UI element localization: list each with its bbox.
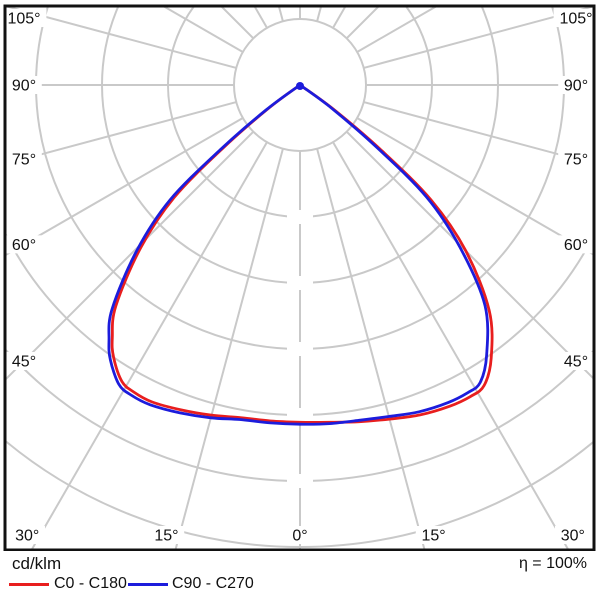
angle-label-bg (558, 352, 594, 370)
angle-label-bg (558, 149, 594, 168)
angle-tick-label: 45° (564, 354, 588, 371)
grid-radial-line (6, 101, 237, 165)
grid-radial-line (6, 7, 237, 69)
angle-label-bg (6, 76, 42, 94)
angle-tick-label: 45° (12, 354, 36, 371)
angle-tick-label: 75° (564, 151, 588, 168)
angle-tick-label: 90° (564, 78, 588, 95)
angle-label-bg (148, 526, 185, 544)
series-swatch-c0-c180 (9, 583, 49, 586)
ring-label-gap (287, 276, 313, 290)
ring-label-gap (287, 408, 313, 422)
angle-label-bg (558, 235, 594, 254)
ring-label-gap (287, 474, 313, 488)
angle-label-bg (1, 9, 47, 27)
polar-chart-canvas: 0° 15° 15° 30° 30° 45° 45° 60° 60° 75° 75° 90° 90° 10… (1, 4, 599, 551)
angle-label-bg (555, 526, 591, 544)
series-swatch-c90-c270 (128, 583, 168, 586)
angle-tick-label: 15° (154, 528, 178, 545)
angle-tick-label: 105° (7, 11, 40, 28)
angle-tick-label: 0° (292, 528, 307, 545)
angle-label-bg (6, 235, 42, 254)
angle-tick-label: 60° (12, 237, 36, 254)
grid-radial-line (316, 148, 426, 549)
grid-radial-line (363, 101, 593, 165)
angle-label-bg (286, 526, 314, 544)
legend: cd/klm C0 - C180 C90 - C270 η = 100% (0, 551, 600, 600)
angle-label-bg (553, 9, 599, 27)
series-label-c90-c270: C90 - C270 (172, 575, 254, 592)
grid-radial-line (31, 141, 268, 549)
angle-tick-label: 30° (15, 528, 39, 545)
angle-label-bg (558, 76, 594, 94)
angle-label-bg (415, 526, 452, 544)
series-label-c0-c180: C0 - C180 (54, 575, 127, 592)
ring-label-gap (287, 342, 313, 356)
angle-tick-label: 60° (564, 237, 588, 254)
efficiency-label: η = 100% (518, 555, 587, 572)
angle-labels: 0° 15° 15° 30° 30° 45° 45° 60° 60° 75° 75° 90° 90° 10… (1, 9, 599, 545)
center-marker (296, 82, 304, 90)
grid-radial-line (6, 130, 255, 380)
angle-tick-label: 75° (12, 151, 36, 168)
grid-radial-line (278, 7, 284, 22)
angle-tick-label: 105° (559, 11, 592, 28)
units-label: cd/klm (12, 554, 62, 573)
angle-label-bg (6, 149, 42, 168)
grid-radial-line (174, 148, 284, 549)
angle-label-bg (9, 526, 45, 544)
plot-border (3, 4, 596, 551)
angle-label-bg (6, 352, 42, 370)
series-path-c0-c180 (110, 84, 494, 424)
angle-tick-label: 15° (421, 528, 445, 545)
grid-radial-line (356, 117, 593, 256)
polar-grid (6, 7, 593, 549)
grid-radial-line (363, 7, 593, 69)
grid-radial-line (345, 130, 593, 379)
ring-label-gap (287, 210, 313, 224)
angle-tick-label: 30° (561, 528, 585, 545)
grid-radial-line (332, 141, 569, 549)
series-path-c90-c270 (107, 84, 490, 426)
grid-radial-line (6, 117, 244, 256)
grid-radial-line (316, 7, 322, 22)
angle-tick-label: 90° (12, 78, 36, 95)
